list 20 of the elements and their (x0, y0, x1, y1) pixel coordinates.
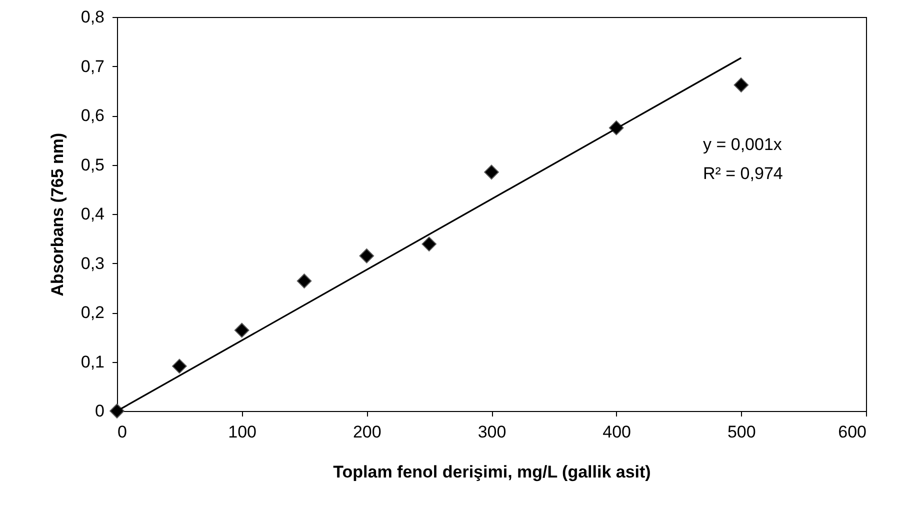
x-tick-label: 600 (838, 422, 866, 442)
y-axis-title: Absorbans (765 nm) (48, 132, 67, 296)
x-tick-label: 500 (727, 422, 756, 442)
x-tick-label: 300 (478, 422, 506, 442)
y-tick-label: 0,2 (80, 303, 104, 322)
y-tick-label: 0,3 (80, 254, 104, 273)
y-tick-label: 0,7 (80, 56, 104, 76)
annotation: y = 0,001x (703, 135, 782, 154)
y-tick-label: 0,8 (80, 8, 104, 26)
x-tick-label: 200 (352, 422, 382, 442)
x-axis-title: Toplam fenol derişimi, mg/L (gallik asit) (333, 462, 651, 482)
y-tick-label: 0,5 (80, 155, 104, 174)
y-tick-label: 0 (95, 402, 104, 420)
x-tick-label: 400 (602, 422, 632, 442)
x-tick-label: 100 (228, 422, 257, 442)
x-tick-label: 0 (118, 422, 127, 442)
y-tick-label: 0,4 (80, 204, 104, 224)
annotation: R² = 0,974 (703, 164, 783, 183)
y-tick-label: 0,6 (80, 106, 104, 125)
y-tick-label: 0,1 (80, 352, 104, 372)
